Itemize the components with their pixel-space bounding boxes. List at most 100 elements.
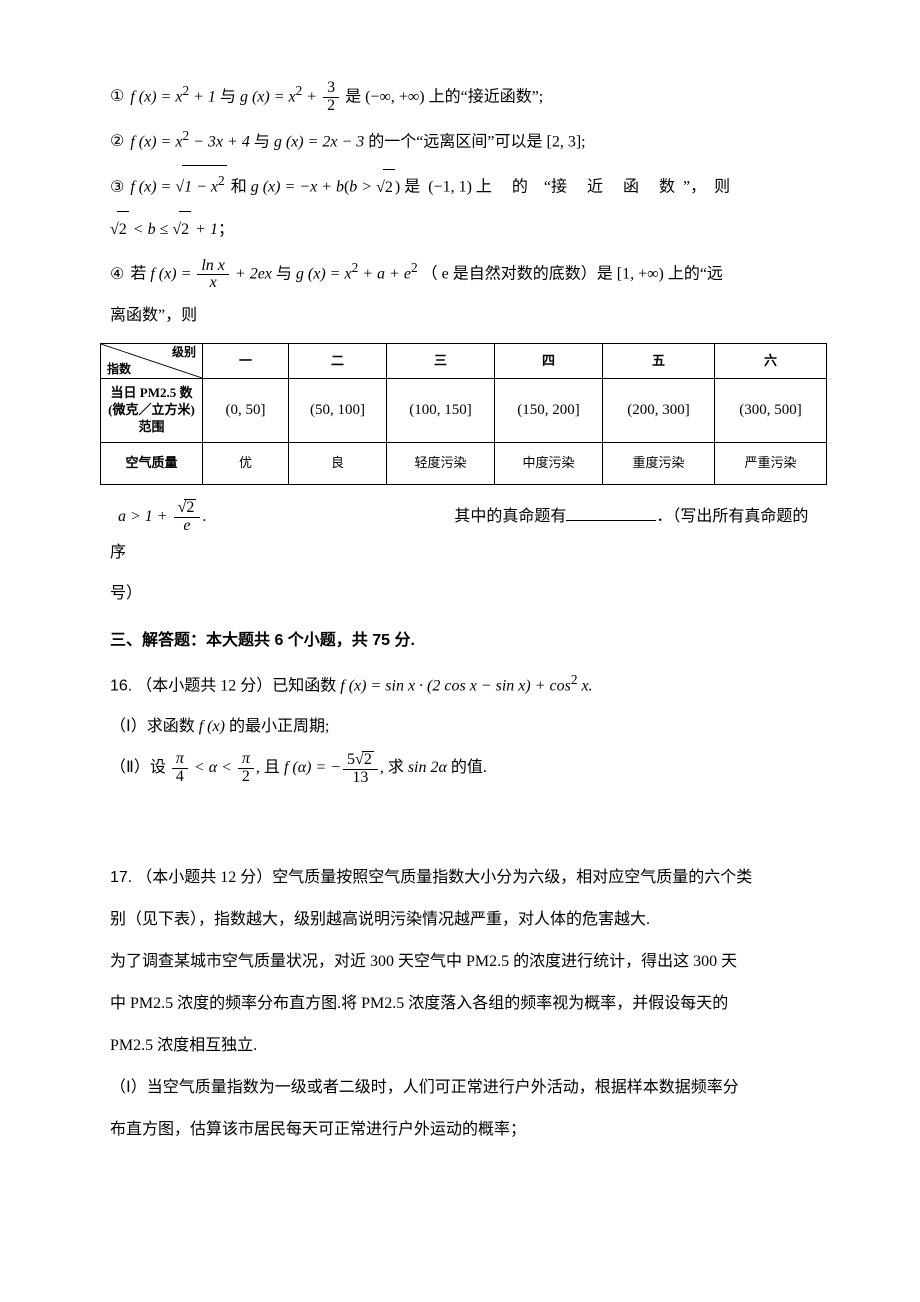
col-h-5: 五 bbox=[603, 344, 715, 379]
den-x: x bbox=[197, 275, 229, 292]
circled-1: ① bbox=[110, 88, 124, 105]
sqrt2b: √2 bbox=[110, 211, 129, 247]
frac-pi4: π4 bbox=[172, 751, 188, 786]
col-h-4: 四 bbox=[495, 344, 603, 379]
frac-lnx-x: ln xx bbox=[197, 258, 229, 293]
table-row: 当日 PM2.5 数(微克／立方米)范围 (0, 50] (50, 100] (… bbox=[101, 379, 827, 443]
stmt2-gx: g (x) = 2x − 3 bbox=[274, 133, 364, 150]
txt-2: 的一个“远离区间”可以是 bbox=[368, 133, 542, 150]
q17-l3: 为了调查某城市空气质量状况，对近 300 天空气中 PM2.5 的浓度进行统计，… bbox=[110, 946, 820, 978]
dom-3: (−1, 1) bbox=[428, 179, 472, 196]
dot: . bbox=[202, 508, 206, 525]
qtxt-3: 接 近 函 数 bbox=[551, 179, 683, 196]
tail-q16: 的值. bbox=[447, 759, 487, 776]
row3-label: 空气质量 bbox=[101, 442, 203, 484]
lt-a: < α < bbox=[190, 759, 236, 776]
stmt4-mid: + a + e bbox=[358, 266, 411, 283]
range-4: (150, 200] bbox=[495, 379, 603, 443]
range-6: (300, 500] bbox=[715, 379, 827, 443]
qual-4: 中度污染 bbox=[495, 442, 603, 484]
a-gt: a > 1 + bbox=[118, 508, 172, 525]
five: 5 bbox=[347, 751, 355, 768]
range-3: (100, 150] bbox=[387, 379, 495, 443]
q16-p2a: （Ⅱ）设 bbox=[110, 759, 166, 776]
statement-1: ① f (x) = x2 + 1 与 g (x) = x2 + 32 是 (−∞… bbox=[110, 76, 820, 115]
q-open: “ bbox=[544, 179, 551, 196]
q16-p2: （Ⅱ）设 π4 < α < π2, 且 f (α) = −5√213, 求 si… bbox=[110, 750, 820, 786]
statement-3: ③ f (x) = √1 − x2 和 g (x) = −x + b(b > √… bbox=[110, 165, 820, 205]
frac-pi2: π2 bbox=[238, 751, 254, 786]
q16-p1b: f (x) bbox=[199, 718, 225, 735]
q16-p1: （Ⅰ）求函数 f (x) 的最小正周期; bbox=[110, 709, 820, 744]
q16-pts: （本小题共 12 分）已知函数 bbox=[136, 677, 336, 694]
fa: f (α) = − bbox=[284, 759, 341, 776]
q17-l4: 中 PM2.5 浓度的频率分布直方图.将 PM2.5 浓度落入各组的频率视为概率… bbox=[110, 988, 820, 1020]
q16-fx: f (x) = sin x · (2 cos x − sin x) + cos bbox=[340, 677, 571, 694]
circled-2: ② bbox=[110, 133, 124, 150]
qual-1: 优 bbox=[203, 442, 289, 484]
comma: , 求 bbox=[380, 759, 404, 776]
after-table-2: 号） bbox=[110, 576, 820, 611]
and-2: 与 bbox=[254, 133, 270, 150]
q16-p1a: （Ⅰ）求函数 bbox=[110, 718, 195, 735]
mid-txt: 其中的真命题有 bbox=[454, 508, 566, 525]
d4: 4 bbox=[172, 769, 188, 786]
sup-2f: 2 bbox=[411, 260, 418, 275]
ineq: < b ≤ bbox=[129, 221, 173, 238]
statement-4b: 离函数”，则 bbox=[110, 298, 820, 333]
stmt4-gx: g (x) = x bbox=[296, 266, 352, 283]
qual-5: 重度污染 bbox=[603, 442, 715, 484]
stmt2-fx: f (x) = x bbox=[130, 133, 182, 150]
blank-line bbox=[566, 505, 656, 520]
statement-4: ④ 若 f (x) = ln xx + 2ex 与 g (x) = x2 + a… bbox=[110, 253, 820, 292]
frac-num: 3 bbox=[323, 80, 339, 98]
and-3: 和 bbox=[231, 179, 251, 196]
tail-4: 上的“远 bbox=[668, 266, 723, 283]
head-br: 指数 bbox=[107, 362, 131, 378]
circled-4: ④ bbox=[110, 266, 124, 283]
qual-2: 良 bbox=[289, 442, 387, 484]
col-h-6: 六 bbox=[715, 344, 827, 379]
intv-4: [1, +∞) bbox=[617, 266, 664, 283]
q17-l5: PM2.5 浓度相互独立. bbox=[110, 1030, 820, 1062]
d13: 13 bbox=[343, 770, 378, 787]
sqrt2e: √2 bbox=[355, 751, 374, 769]
is-1: 是 bbox=[345, 88, 361, 105]
sin2a: sin 2α bbox=[408, 759, 447, 776]
head-tl: 级别 bbox=[172, 345, 196, 361]
num-lnx: ln x bbox=[197, 258, 229, 276]
ze-3: 则 bbox=[714, 179, 730, 196]
r2d: 2 bbox=[184, 499, 196, 517]
intv-2: [2, 3] bbox=[547, 133, 582, 150]
sqrt-1mx2: √1 − x2 bbox=[175, 165, 226, 205]
pi2: π bbox=[238, 751, 254, 769]
frac-r2-e: √2e bbox=[174, 499, 201, 535]
col-h-1: 一 bbox=[203, 344, 289, 379]
is-3: 是 bbox=[404, 179, 420, 196]
plus2ex: + 2ex bbox=[231, 266, 272, 283]
col-h-2: 二 bbox=[289, 344, 387, 379]
stmt1-fx: f (x) = x bbox=[130, 88, 182, 105]
circled-3: ③ bbox=[110, 179, 124, 196]
q16-p1c: 的最小正周期; bbox=[229, 718, 329, 735]
num-r2: √2 bbox=[174, 499, 201, 518]
statement-3b: √2 < b ≤ √2 + 1； bbox=[110, 211, 820, 247]
range-2: (50, 100] bbox=[289, 379, 387, 443]
dom-1: (−∞, +∞) bbox=[365, 88, 425, 105]
col-h-3: 三 bbox=[387, 344, 495, 379]
rad-1mx: 1 − x bbox=[184, 179, 218, 196]
note-4: （ e 是自然对数的底数）是 bbox=[422, 266, 613, 283]
diag-header: 级别 指数 bbox=[101, 344, 203, 379]
table-row: 空气质量 优 良 轻度污染 中度污染 重度污染 严重污染 bbox=[101, 442, 827, 484]
plus1b: + 1 bbox=[191, 221, 218, 238]
table-row: 级别 指数 一 二 三 四 五 六 bbox=[101, 344, 827, 379]
num-5r2: 5√2 bbox=[343, 751, 378, 770]
tail-3b: ； bbox=[218, 221, 234, 238]
q17-l2: 别（见下表），指数越大，级别越高说明污染情况越严重，对人体的危害越大. bbox=[110, 904, 820, 936]
stmt1-gx: g (x) = x bbox=[240, 88, 296, 105]
txt-3: 上 的 bbox=[476, 179, 536, 196]
page-root: ① f (x) = x2 + 1 与 g (x) = x2 + 32 是 (−∞… bbox=[0, 0, 920, 1216]
r2c: 2 bbox=[179, 211, 191, 247]
sqrt2a: √2 bbox=[376, 169, 395, 205]
stmt2-mid: − 3x + 4 bbox=[189, 133, 250, 150]
